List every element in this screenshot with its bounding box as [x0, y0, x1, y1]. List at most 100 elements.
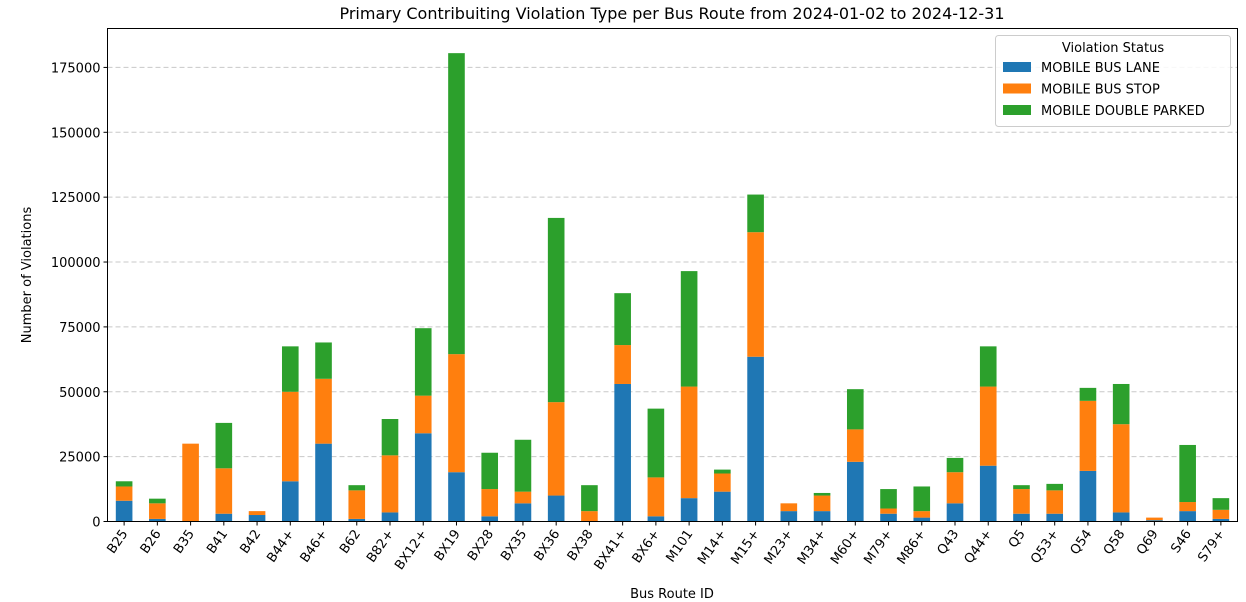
bar-mobile-double-parked [1013, 485, 1030, 490]
bar-mobile-bus-lane [813, 511, 831, 522]
x-tick-label: Q44+ [962, 527, 996, 566]
bar-mobile-double-parked [547, 217, 565, 403]
bar-mobile-bus-stop [315, 378, 332, 444]
x-tick-label: B25 [104, 527, 131, 556]
x-tick-label: B62 [337, 527, 364, 556]
legend-box [995, 35, 1231, 127]
bar-mobile-bus-stop [248, 511, 266, 516]
x-tick-label: M101 [663, 527, 696, 565]
bar-mobile-bus-lane [348, 518, 366, 522]
bar-mobile-bus-lane [215, 513, 233, 522]
legend-swatch [1003, 83, 1031, 94]
bar-mobile-bus-lane [1179, 511, 1196, 522]
bar-mobile-bus-lane [315, 443, 332, 522]
bar-mobile-bus-stop [913, 511, 931, 518]
bar-mobile-bus-stop [547, 402, 565, 496]
bar-mobile-double-parked [448, 53, 465, 355]
x-tick-label: Q54 [1068, 527, 1096, 558]
x-tick-label: S46 [1168, 527, 1195, 556]
bar-mobile-bus-stop [182, 443, 199, 522]
bar-mobile-bus-lane [714, 491, 731, 522]
legend-swatch [1003, 105, 1031, 115]
x-tick-label: M15+ [728, 527, 762, 567]
legend-label: MOBILE BUS LANE [1041, 61, 1160, 76]
bar-mobile-double-parked [1046, 483, 1064, 491]
x-tick-label: Q69 [1134, 527, 1162, 558]
bar-mobile-bus-lane [115, 500, 133, 522]
x-tick-label: BX36 [531, 527, 563, 564]
bar-mobile-double-parked [680, 271, 698, 387]
x-axis: B25 B26 B35 B41 B42 B44+ B46+ B62 B82+BX12+ BX19 B… [104, 521, 1228, 573]
bar-mobile-double-parked [1212, 498, 1230, 510]
x-tick-label: B35 [171, 527, 198, 556]
y-tick-label: 150000 [51, 126, 101, 141]
bar-mobile-bus-lane [481, 516, 499, 522]
bar-mobile-double-parked [149, 498, 166, 504]
bar-mobile-bus-stop [813, 495, 831, 512]
bar-mobile-bus-stop [414, 395, 432, 434]
bar-mobile-bus-stop [846, 429, 864, 462]
bar-mobile-bus-stop [115, 486, 133, 501]
x-tick-label: BX35 [498, 527, 530, 564]
bar-mobile-bus-stop [747, 232, 764, 357]
x-tick-label: M14+ [695, 527, 729, 567]
bar-mobile-double-parked [979, 346, 997, 387]
x-tick-label: B44+ [264, 527, 297, 565]
bar-mobile-double-parked [880, 489, 897, 509]
y-axis: 0 25000 50000 75000 100000 125000 150000 175000 [51, 61, 108, 531]
legend-label: MOBILE BUS STOP [1041, 83, 1160, 98]
bar-mobile-bus-lane [846, 461, 864, 522]
x-tick-label: Q43 [935, 527, 963, 558]
bar-mobile-bus-lane [414, 433, 432, 522]
bar-mobile-bus-stop [1112, 424, 1130, 513]
bar-mobile-double-parked [846, 389, 864, 430]
bar-mobile-bus-lane [647, 516, 665, 522]
bar-mobile-bus-stop [1079, 400, 1097, 471]
bar-mobile-bus-stop [481, 489, 499, 517]
bar-mobile-bus-lane [614, 383, 631, 522]
x-tick-label: B46+ [298, 527, 331, 565]
x-tick-label: B41 [204, 527, 231, 556]
bar-mobile-bus-lane [1013, 513, 1030, 522]
y-tick-label: 25000 [59, 451, 100, 466]
bar-mobile-double-parked [315, 342, 332, 379]
bar-mobile-double-parked [714, 469, 731, 474]
x-tick-label: B42 [237, 527, 264, 556]
x-tick-label: BX28 [465, 527, 497, 564]
bars [115, 53, 1230, 522]
bar-mobile-bus-stop [780, 503, 798, 512]
x-tick-label: BX6+ [630, 527, 664, 566]
x-tick-label: B82+ [364, 527, 397, 565]
bar-mobile-bus-stop [614, 345, 631, 384]
bar-mobile-bus-stop [448, 354, 465, 473]
bar-mobile-bus-stop [880, 508, 897, 514]
x-tick-label: BX38 [565, 527, 597, 564]
legend-label: MOBILE DOUBLE PARKED [1041, 104, 1205, 119]
bar-mobile-double-parked [115, 481, 133, 487]
bar-mobile-bus-stop [714, 473, 731, 492]
x-tick-label: M23+ [762, 527, 796, 567]
bar-mobile-double-parked [1079, 387, 1097, 401]
bar-mobile-double-parked [813, 492, 831, 496]
bar-mobile-bus-stop [381, 455, 399, 513]
y-tick-label: 75000 [59, 321, 100, 336]
bar-mobile-bus-stop [979, 386, 997, 466]
chart-title: Primary Contribuiting Violation Type per… [339, 4, 1004, 23]
y-tick-label: 125000 [51, 191, 101, 206]
x-tick-label: M34+ [795, 527, 829, 567]
bar-mobile-double-parked [514, 439, 532, 492]
bar-mobile-bus-stop [215, 468, 233, 514]
bar-mobile-bus-lane [514, 503, 532, 522]
bar-mobile-bus-stop [281, 391, 299, 482]
bar-mobile-bus-stop [1179, 502, 1196, 512]
legend: Violation Status MOBILE BUS LANE MOBILE B… [995, 35, 1231, 127]
bar-mobile-double-parked [348, 485, 366, 491]
legend-swatch [1003, 62, 1031, 72]
legend-title: Violation Status [1062, 41, 1164, 56]
x-tick-label: Q53+ [1028, 527, 1062, 566]
bar-mobile-double-parked [414, 328, 432, 396]
bar-mobile-bus-lane [248, 515, 266, 522]
bar-mobile-bus-lane [1212, 518, 1230, 522]
plot-frame [107, 28, 1238, 522]
